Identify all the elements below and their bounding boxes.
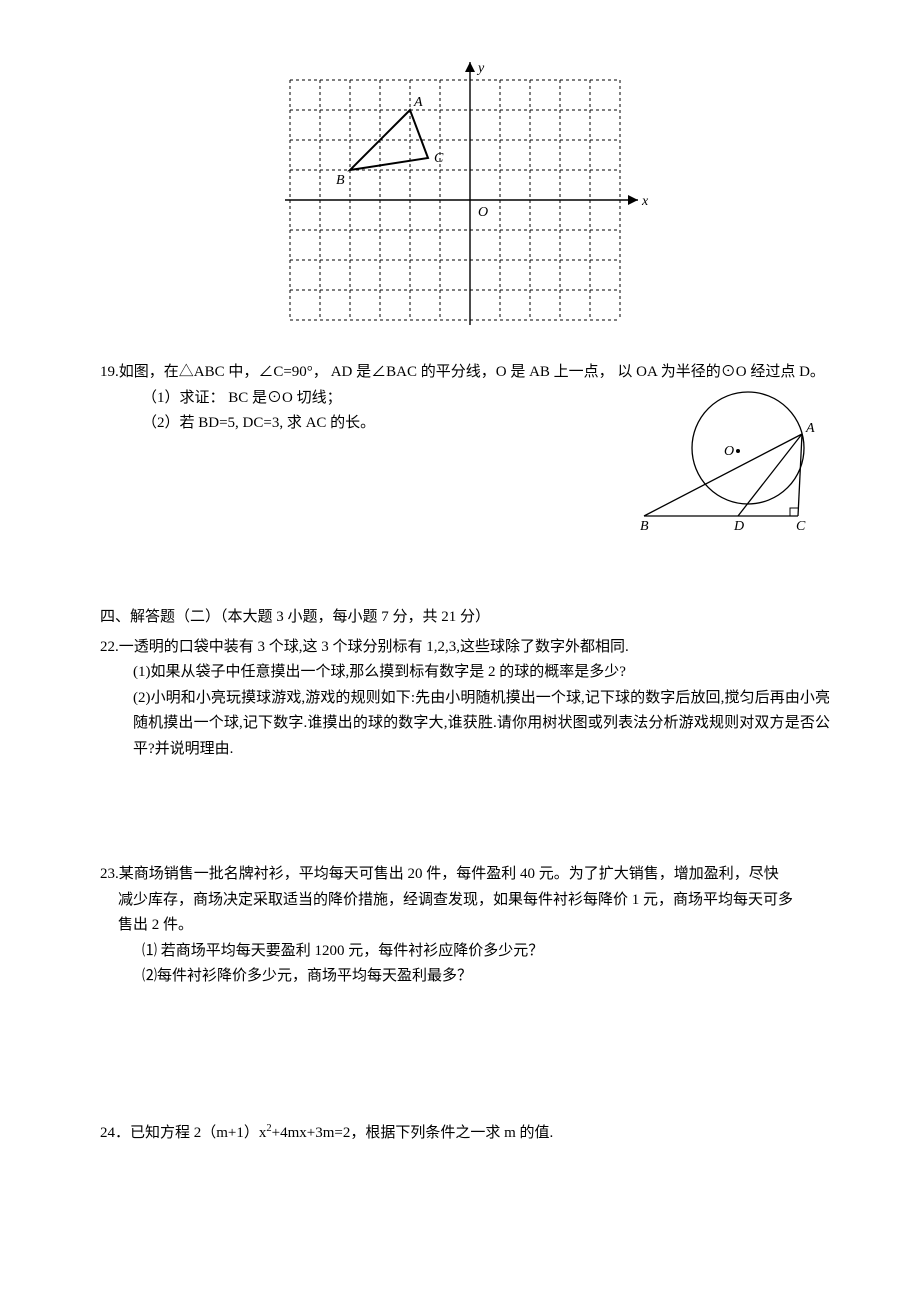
question-19: 19.如图，在△ABC 中，∠C=90°， AD 是∠BAC 的平分线，O 是 …: [100, 360, 830, 545]
q24-stem-pre: 24．已知方程 2（m+1）x: [100, 1125, 266, 1141]
grid-figure: Ox y A B C: [100, 60, 830, 340]
question-23: 23.某商场销售一批名牌衬衫，平均每天可售出 20 件，每件盈利 40 元。为了…: [100, 862, 830, 990]
circle-triangle-svg: A B C D O: [630, 386, 830, 536]
q23-sub1: ⑴ 若商场平均每天要盈利 1200 元，每件衬衫应降价多少元？: [100, 939, 830, 965]
q23-stem-line1: 23.某商场销售一批名牌衬衫，平均每天可售出 20 件，每件盈利 40 元。为了…: [100, 862, 830, 888]
svg-text:O: O: [478, 205, 488, 220]
svg-text:C: C: [434, 151, 444, 166]
q24-stem-post: +4mx+3m=2，根据下列条件之一求 m 的值.: [272, 1125, 554, 1141]
section-4-heading: 四、解答题（二）（本大题 3 小题，每小题 7 分，共 21 分）: [100, 605, 830, 631]
svg-text:A: A: [413, 95, 423, 110]
coordinate-grid-svg: Ox y A B C: [280, 60, 650, 340]
svg-text:C: C: [796, 519, 806, 534]
svg-text:B: B: [640, 519, 649, 534]
q19-sub1: （1）求证： BC 是⊙O 切线；: [100, 386, 620, 412]
svg-text:y: y: [476, 61, 485, 76]
svg-text:O: O: [724, 444, 734, 459]
q22-stem: 22.一透明的口袋中装有 3 个球,这 3 个球分别标有 1,2,3,这些球除了…: [100, 635, 830, 661]
svg-text:A: A: [805, 421, 815, 436]
question-22: 22.一透明的口袋中装有 3 个球,这 3 个球分别标有 1,2,3,这些球除了…: [100, 635, 830, 763]
svg-text:x: x: [641, 194, 649, 209]
q22-sub2: (2)小明和小亮玩摸球游戏,游戏的规则如下:先由小明随机摸出一个球,记下球的数字…: [100, 686, 830, 763]
question-24: 24．已知方程 2（m+1）x2+4mx+3m=2，根据下列条件之一求 m 的值…: [100, 1120, 830, 1147]
q19-stem: 19.如图，在△ABC 中，∠C=90°， AD 是∠BAC 的平分线，O 是 …: [100, 360, 830, 386]
svg-text:D: D: [733, 519, 744, 534]
circle-figure: A B C D O: [630, 386, 830, 546]
q23-stem-line2: 减少库存，商场决定采取适当的降价措施，经调查发现，如果每件衬衫每降价 1 元，商…: [100, 888, 830, 914]
svg-text:B: B: [336, 173, 345, 188]
q19-sub2: （2）若 BD=5, DC=3, 求 AC 的长。: [100, 411, 620, 437]
q23-stem-line3: 售出 2 件。: [100, 913, 830, 939]
q22-sub1: (1)如果从袋子中任意摸出一个球,那么摸到标有数字是 2 的球的概率是多少?: [100, 660, 830, 686]
q23-sub2: ⑵每件衬衫降价多少元，商场平均每天盈利最多？: [100, 964, 830, 990]
